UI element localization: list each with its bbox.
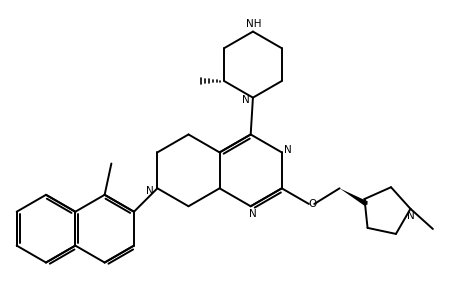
Text: N: N [241,95,249,105]
Text: N: N [405,211,414,221]
Text: N: N [146,186,154,195]
Text: N: N [249,209,256,219]
Text: N: N [283,145,291,155]
Text: O: O [307,199,315,209]
Polygon shape [339,188,367,206]
Text: NH: NH [245,19,261,29]
